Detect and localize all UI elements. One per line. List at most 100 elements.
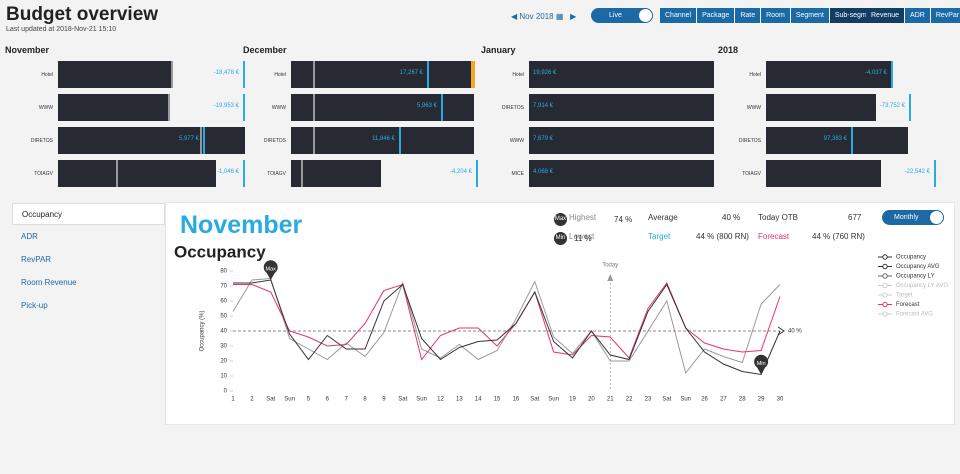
actual-marker <box>934 160 936 187</box>
today-label: Today <box>602 263 618 269</box>
row-value: 11,846 € <box>372 136 395 142</box>
x-tick-label: Sun <box>416 397 427 403</box>
metric-button[interactable]: RevPar <box>930 8 960 23</box>
stat-label: Highest <box>569 213 597 222</box>
dimension-button[interactable]: Segment <box>790 8 829 23</box>
dimension-button[interactable]: Package <box>697 8 735 23</box>
row-label: TOIAGV <box>742 171 761 177</box>
row-bar <box>529 160 714 187</box>
row-bar <box>529 127 714 154</box>
row-bar <box>766 61 891 88</box>
row-bar <box>766 160 881 187</box>
menu-item[interactable]: RevPAR <box>21 255 52 264</box>
row-bar <box>291 127 474 154</box>
menu-item[interactable]: Room Revenue <box>21 278 77 287</box>
panel-row: TOIAGV -4,204 € <box>238 160 478 187</box>
stat: Average <box>648 213 678 222</box>
metric-button[interactable]: ADR <box>905 8 930 23</box>
end-arrow <box>777 326 785 336</box>
row-bar <box>58 94 168 121</box>
chart-title: Occupancy <box>174 242 266 261</box>
dimension-button[interactable]: Channel <box>660 8 697 23</box>
last-updated: Last updated at 2018-Nov-21 15:10 <box>6 26 117 33</box>
actual-marker <box>909 94 911 121</box>
budget-marker <box>301 160 303 187</box>
stat: Today OTB <box>758 213 798 222</box>
y-tick-label: 30 <box>220 344 227 350</box>
overflow-marker <box>471 61 475 88</box>
live-toggle[interactable]: Live <box>591 8 653 23</box>
stat-label: Today OTB <box>758 213 799 222</box>
monthly-toggle[interactable]: Monthly <box>882 210 944 225</box>
panel-row: Hotel 19,926 € <box>476 61 716 88</box>
row-label: DIRETOS <box>738 138 761 144</box>
row-bar <box>58 127 245 154</box>
stat: Min Lowest <box>554 232 594 245</box>
y-tick-label: 40 <box>220 329 227 335</box>
row-value: -19,953 € <box>213 103 239 109</box>
row-label: WWW <box>509 138 524 144</box>
dimension-button[interactable]: Rate <box>735 8 761 23</box>
x-tick-label: 8 <box>363 397 367 403</box>
row-value: 7,914 € <box>533 103 554 109</box>
row-label: WWW <box>746 105 761 111</box>
x-tick-label: Sat <box>266 397 275 403</box>
row-value: 17,267 € <box>399 70 423 76</box>
x-tick-label: Sun <box>548 397 559 403</box>
chart-card: November Monthly Occupancy Occupancy (%) 0… <box>165 202 955 425</box>
stat-value: 44 % (800 RN) <box>696 232 749 241</box>
legend-dot <box>882 254 888 260</box>
actual-marker <box>476 160 478 187</box>
panel-row: TOIAGV -1,046 € <box>5 160 245 187</box>
actual-marker <box>427 61 429 88</box>
actual-marker <box>243 160 245 187</box>
end-label: 40 % <box>788 329 802 335</box>
row-bar <box>291 94 474 121</box>
period-nav[interactable]: ◀ Nov 2018 ▦ ▶ <box>511 12 577 21</box>
legend-label: Forecast AVG <box>896 312 933 318</box>
menu-item[interactable]: Pick-up <box>21 301 48 310</box>
row-value: -1,046 € <box>216 169 239 175</box>
row-label: MICE <box>511 171 525 177</box>
row-value: 97,383 € <box>823 136 847 142</box>
budget-marker <box>200 127 202 154</box>
marker-pin <box>754 354 769 375</box>
panel-row: MICE 4,068 € <box>476 160 716 187</box>
panel-row: WWW -19,953 € <box>5 94 245 121</box>
legend-dot <box>882 273 888 279</box>
x-tick-label: 20 <box>588 397 595 403</box>
x-tick-label: 16 <box>513 397 520 403</box>
metric-button[interactable]: Revenue <box>866 8 905 23</box>
panel-row: WWW 5,963 € <box>238 94 478 121</box>
stat-value: 677 <box>848 213 862 222</box>
dimension-button[interactable]: Room <box>761 8 790 23</box>
panel-row: DIRETOS 11,846 € <box>238 127 478 154</box>
stat-badge: Max <box>554 213 567 226</box>
stat: Target <box>648 232 670 241</box>
panel-title: November <box>5 45 50 55</box>
live-label: Live <box>609 12 622 19</box>
row-label: DIRETOS <box>501 105 524 111</box>
x-tick-label: 13 <box>456 397 463 403</box>
row-label: WWW <box>38 105 53 111</box>
row-label: TOIAGV <box>34 171 53 177</box>
actual-marker <box>851 127 853 154</box>
row-label: Hotel <box>512 72 524 78</box>
x-tick-label: 7 <box>345 397 349 403</box>
budget-marker <box>168 94 170 121</box>
row-label: DIRETOS <box>30 138 53 144</box>
budget-marker <box>313 127 315 154</box>
x-tick-label: 9 <box>382 397 386 403</box>
row-label: DIRETOS <box>263 138 286 144</box>
legend-label: Forecast <box>896 302 920 308</box>
chart: Occupancy Occupancy (%) 0 10 20 30 40 50 60 70 80 1… <box>174 242 948 403</box>
menu-item[interactable]: ADR <box>21 232 38 241</box>
row-bar <box>529 61 714 88</box>
legend-dot <box>882 263 888 270</box>
row-value: -4,037 € <box>864 70 887 76</box>
row-value: 5,963 € <box>416 103 437 109</box>
x-tick-label: 15 <box>494 397 501 403</box>
menu-item[interactable]: Occupancy <box>12 203 165 225</box>
row-bar <box>529 94 714 121</box>
